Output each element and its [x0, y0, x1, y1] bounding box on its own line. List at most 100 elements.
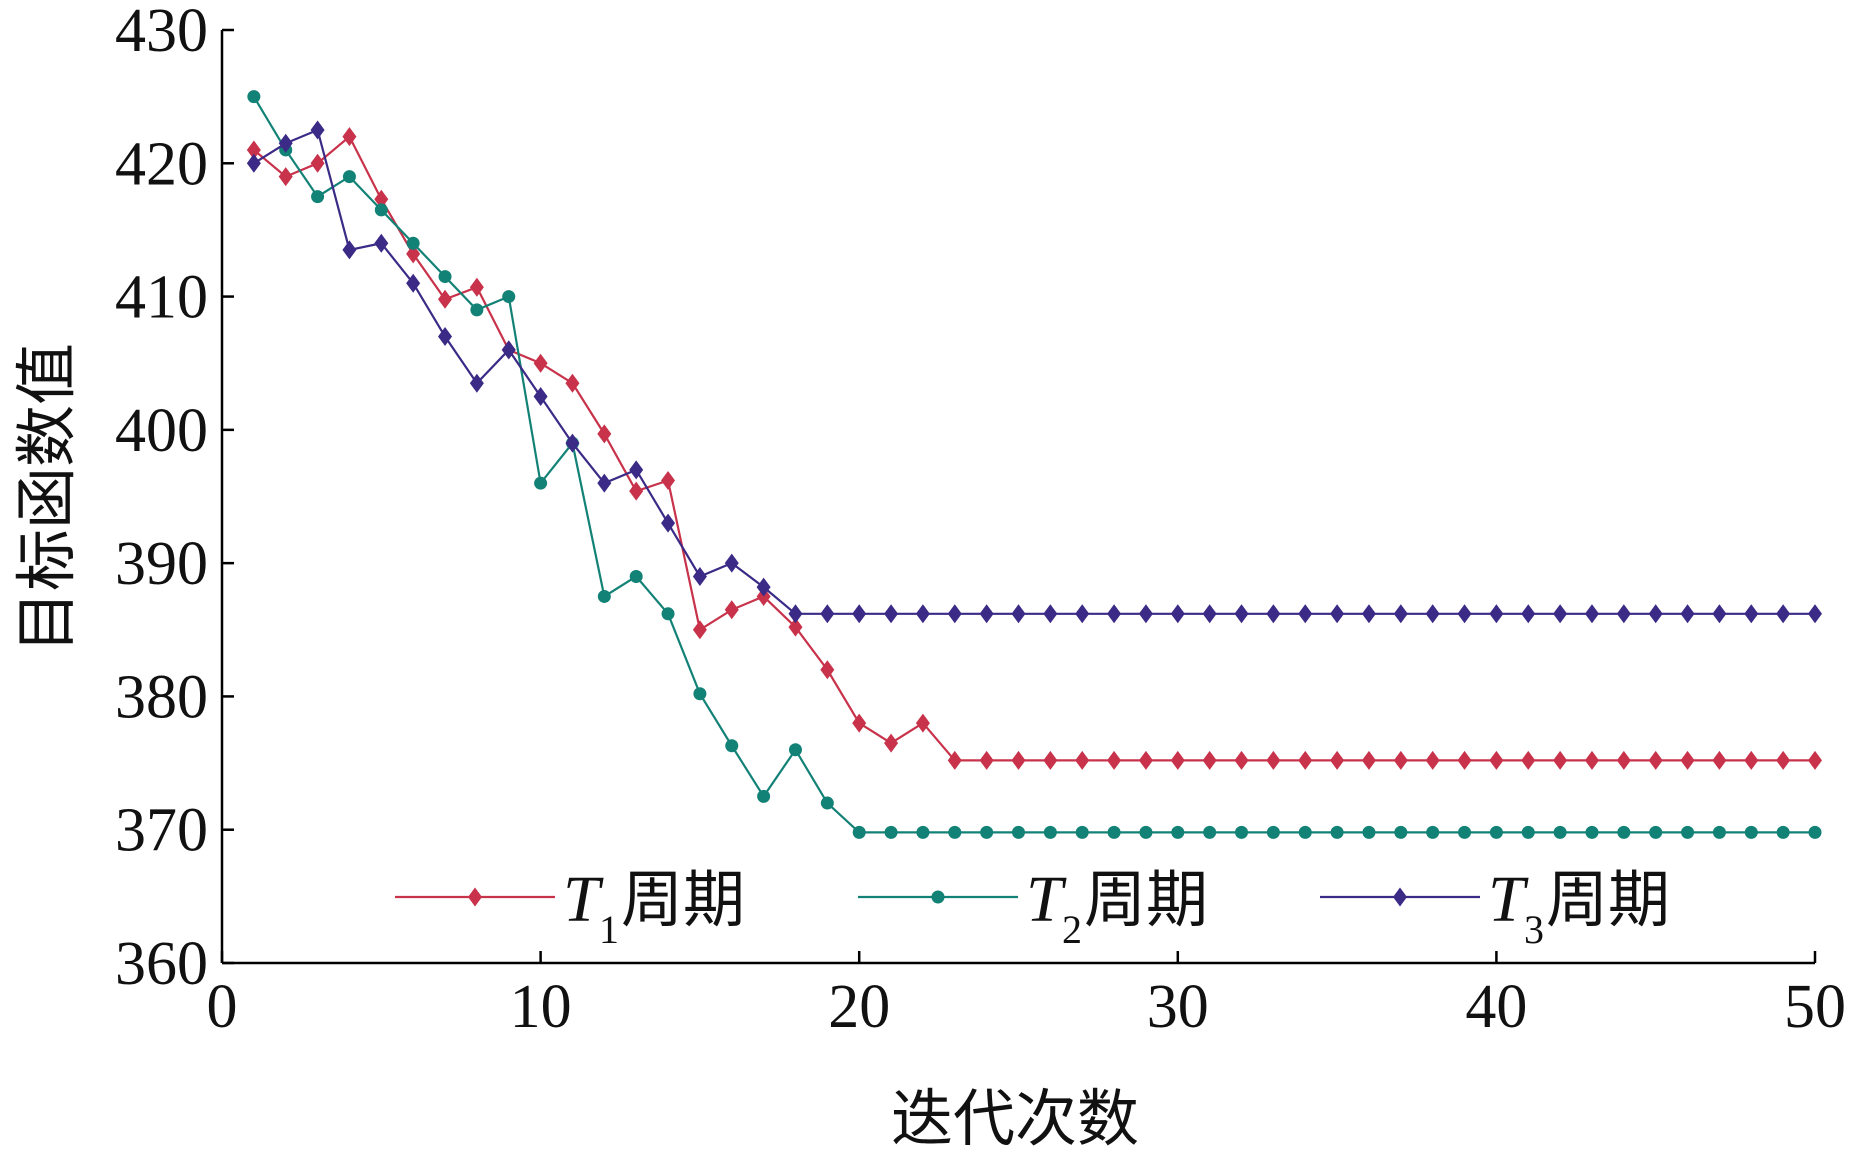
series-1-point [1011, 750, 1026, 770]
series-3-point [1170, 604, 1185, 624]
legend-item-3: T 3 周期 [1320, 863, 1670, 952]
series-2-point [1235, 825, 1249, 839]
series-1-point [342, 127, 357, 147]
series-1-point [915, 713, 930, 733]
series-1-point [1680, 750, 1695, 770]
series-2-point [406, 236, 420, 250]
y-tick-label: 420 [115, 130, 208, 198]
series-2-point [597, 589, 611, 603]
series-1-point [1361, 750, 1376, 770]
series-2-point [916, 825, 930, 839]
series-1-point [724, 600, 739, 620]
series-1-point [1393, 750, 1408, 770]
series-2-point [1712, 825, 1726, 839]
series-1-point [1075, 750, 1090, 770]
series-3-point [692, 566, 707, 586]
legend-item-1: T 1 周期 [395, 863, 745, 952]
series-1-point [1043, 750, 1058, 770]
series-2-point [1171, 825, 1185, 839]
series-3-point [1361, 604, 1376, 624]
y-tick-label: 380 [115, 663, 208, 731]
series-3-point [884, 604, 899, 624]
series-3-point [1584, 604, 1599, 624]
series-1-point [1457, 750, 1472, 770]
series-2-point [1458, 825, 1472, 839]
axes: 0 10 20 30 40 50 360 370 380 390 400 410 420 430 [115, 0, 1846, 1041]
series-3-point [852, 604, 867, 624]
series-2-point [1107, 825, 1121, 839]
series-3-point [1298, 604, 1313, 624]
series-3-point [565, 433, 580, 453]
series-2-point [1585, 825, 1599, 839]
series-2-point [1776, 825, 1790, 839]
legend-item-2: T 2 周期 [858, 863, 1208, 952]
series-2-point [374, 203, 388, 217]
series-3-point [597, 473, 612, 493]
series-2-point [438, 270, 452, 284]
series-2-point [1553, 825, 1567, 839]
series-3-point [1138, 604, 1153, 624]
series-2-point [788, 743, 802, 757]
series-3-point [1202, 604, 1217, 624]
series-2-point [948, 825, 962, 839]
series-1-point [852, 713, 867, 733]
series-3-point [979, 604, 994, 624]
legend-label-main: T [1488, 863, 1529, 936]
series-2-point [1744, 825, 1758, 839]
series-2-point [1266, 825, 1280, 839]
series-1-point [438, 289, 453, 309]
series-2-point [311, 190, 325, 204]
legend-label-suffix: 周期 [1546, 863, 1670, 936]
x-tick-label: 20 [828, 973, 890, 1041]
series-1-line [253, 134, 1815, 762]
series-2-line [252, 96, 1815, 834]
series-1 [246, 127, 1822, 770]
x-tick-label: 0 [207, 973, 238, 1041]
series-1-point [468, 887, 482, 907]
series-2-point [1521, 825, 1535, 839]
series-3-point [1521, 604, 1536, 624]
series-3-point [1011, 604, 1026, 624]
legend-label-main: T [563, 863, 604, 936]
series-2-point [1426, 825, 1440, 839]
y-tick-label: 360 [115, 930, 208, 998]
series-2-point [1808, 825, 1822, 839]
series-1-point [1425, 750, 1440, 770]
series-1-point [1138, 750, 1153, 770]
series-1-point [278, 167, 293, 187]
series-1-point [1266, 750, 1281, 770]
series-1-point [1489, 750, 1504, 770]
series-3-point [246, 153, 261, 173]
series-1-point [1712, 750, 1727, 770]
legend-label-suffix: 周期 [1084, 863, 1208, 936]
series-3-point [1776, 604, 1791, 624]
series-1-point [1616, 750, 1631, 770]
series-2-point [1330, 825, 1344, 839]
series-1-point [1202, 750, 1217, 770]
series-3-point [1393, 887, 1407, 907]
series-3-point [1266, 604, 1281, 624]
y-tick-label: 370 [115, 797, 208, 865]
series-3 [246, 120, 1822, 624]
series-2-point [1649, 825, 1663, 839]
series-2-point [931, 890, 945, 904]
series-3-point [788, 604, 803, 624]
series-2-point [247, 90, 261, 104]
series-1-point [469, 277, 484, 297]
series-3-point [1553, 604, 1568, 624]
series-1-point [1808, 750, 1822, 770]
series-3-point [438, 327, 453, 347]
series-3-point [469, 373, 484, 393]
series-1-point [788, 617, 803, 637]
x-tick-label: 40 [1465, 973, 1527, 1041]
series-3-point [501, 340, 516, 360]
series-3-point [310, 120, 325, 140]
series-1-point [1234, 750, 1249, 770]
series-3-point [1043, 604, 1058, 624]
series-2-point [1362, 825, 1376, 839]
series-2-point [1043, 825, 1057, 839]
legend-label-subscript: 3 [1524, 907, 1544, 952]
series-2-point [980, 825, 994, 839]
